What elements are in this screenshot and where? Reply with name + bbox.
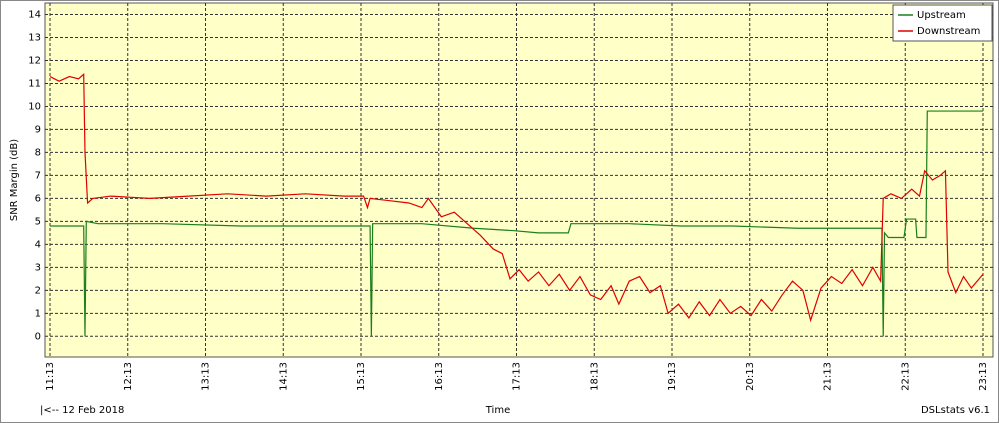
x-tick-label: 23:13	[978, 362, 989, 391]
y-tick-label: 13	[28, 32, 41, 43]
y-tick-label: 5	[35, 216, 41, 227]
app-label: DSLstats v6.1	[921, 405, 990, 416]
x-tick-label: 11:13	[45, 362, 56, 391]
y-tick-label: 7	[35, 170, 41, 181]
y-tick-label: 8	[35, 147, 41, 158]
x-tick-label: 17:13	[512, 362, 523, 391]
legend-label: Upstream	[917, 10, 966, 21]
plot-area	[44, 2, 994, 358]
y-tick-label: 9	[35, 124, 41, 135]
x-tick-label: 12:13	[123, 362, 134, 391]
y-tick-label: 3	[35, 262, 41, 273]
legend-label: Downstream	[917, 26, 980, 37]
y-tick-label: 11	[28, 78, 41, 89]
y-tick-label: 0	[35, 331, 41, 342]
y-tick-label: 12	[28, 55, 41, 66]
series-line	[49, 72, 984, 323]
x-axis-title: Time	[485, 405, 510, 416]
y-axis-title: SNR Margin (dB)	[9, 139, 20, 221]
x-tick-label: 21:13	[823, 362, 834, 391]
date-label: |<-- 12 Feb 2018	[40, 405, 124, 416]
x-tick-label: 16:13	[434, 362, 445, 391]
x-tick-label: 22:13	[900, 362, 911, 391]
y-tick-label: 1	[35, 308, 41, 319]
x-tick-label: 20:13	[745, 362, 756, 391]
x-tick-label: 13:13	[201, 362, 212, 391]
x-tick-label: 14:13	[278, 362, 289, 391]
y-tick-label: 4	[35, 239, 41, 250]
x-tick-label: 15:13	[356, 362, 367, 391]
legend-box	[892, 4, 993, 42]
y-tick-label: 2	[35, 285, 41, 296]
y-tick-label: 10	[28, 101, 41, 112]
x-tick-label: 18:13	[589, 362, 600, 391]
y-tick-label: 14	[28, 9, 41, 20]
series-line	[50, 110, 983, 337]
x-tick-label: 19:13	[667, 362, 678, 391]
y-tick-label: 6	[35, 193, 41, 204]
